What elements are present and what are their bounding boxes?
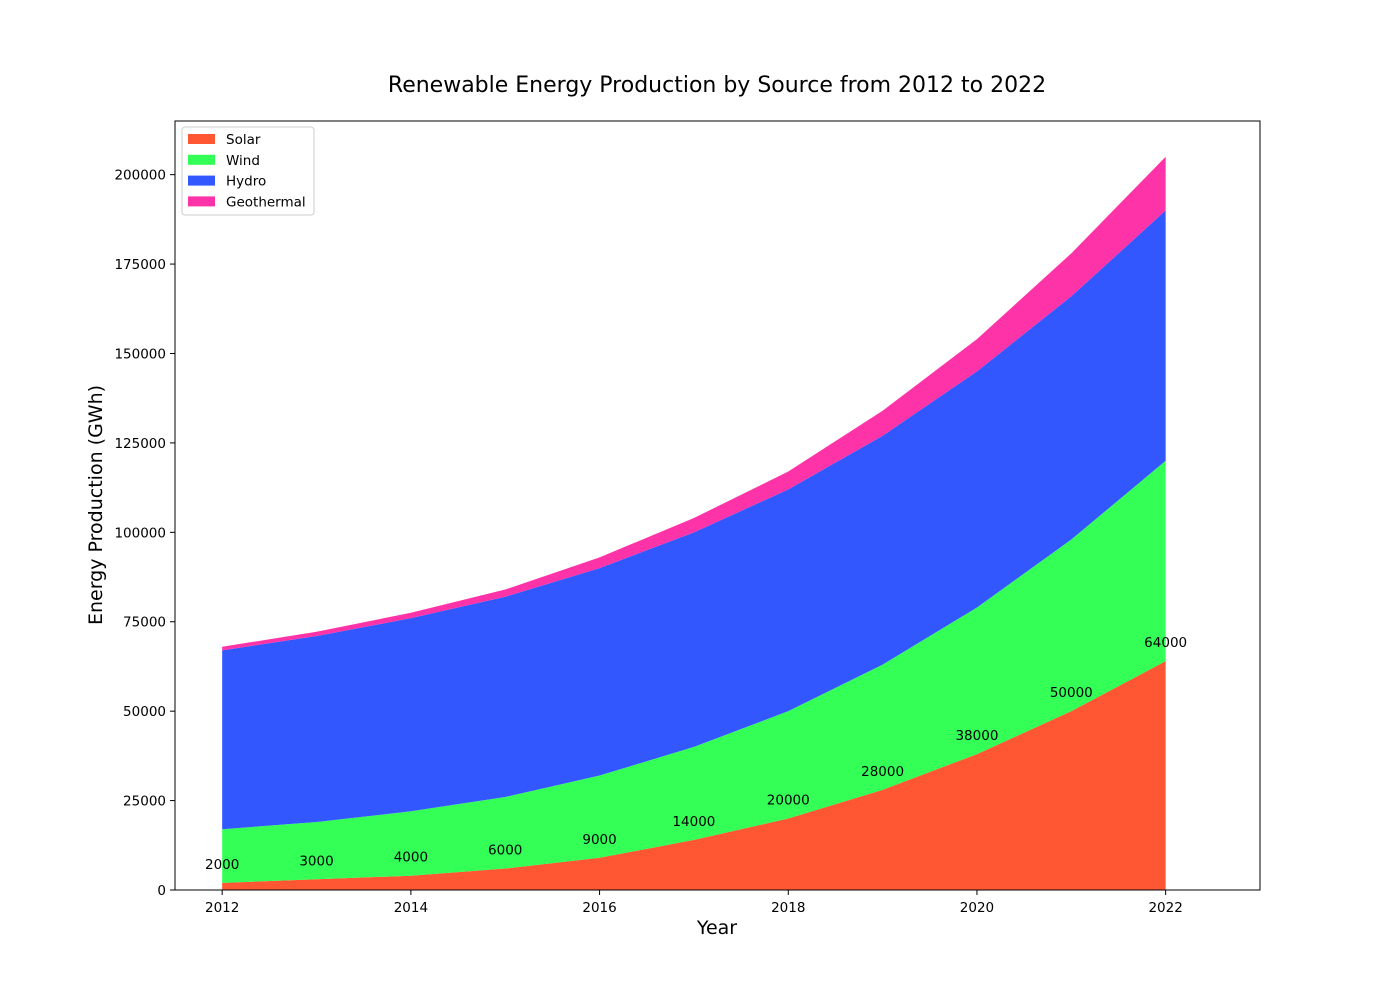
x-axis-label: Year bbox=[696, 917, 737, 939]
plot-frame bbox=[174, 120, 1261, 891]
data-label: 64000 bbox=[1144, 635, 1187, 651]
legend-frame bbox=[181, 126, 315, 216]
x-tick-label: 2018 bbox=[771, 900, 805, 916]
x-axis: 2012 2014 2016 2018 2020 2022 bbox=[205, 890, 1183, 916]
data-label: 50000 bbox=[1050, 685, 1093, 701]
y-tick-label: 25000 bbox=[123, 794, 166, 810]
y-axis-label: Energy Production (GWh) bbox=[85, 385, 107, 625]
legend-swatch-solar bbox=[188, 134, 215, 144]
area-wind bbox=[222, 460, 1166, 883]
data-label: 9000 bbox=[582, 832, 616, 848]
y-tick-label: 100000 bbox=[114, 525, 166, 541]
area-hydro bbox=[222, 210, 1166, 830]
legend-label-wind: Wind bbox=[226, 153, 260, 169]
chart-title: Renewable Energy Production by Source fr… bbox=[388, 73, 1046, 98]
y-tick-label: 75000 bbox=[123, 615, 166, 631]
legend-label-solar: Solar bbox=[226, 132, 261, 148]
legend-swatch-hydro bbox=[188, 175, 215, 186]
x-tick-label: 2020 bbox=[960, 900, 994, 916]
data-label: 28000 bbox=[861, 764, 904, 780]
legend: Solar Wind Hydro Geothermal bbox=[181, 126, 315, 216]
data-label: 38000 bbox=[955, 728, 998, 744]
y-tick-label: 200000 bbox=[114, 168, 166, 184]
legend-label-hydro: Hydro bbox=[226, 174, 266, 190]
area-layers bbox=[222, 156, 1166, 890]
data-labels: 2000 3000 4000 6000 9000 14000 20000 28000 38000… bbox=[205, 635, 1187, 873]
data-label: 2000 bbox=[205, 857, 239, 873]
legend-swatch-geothermal bbox=[188, 196, 215, 207]
y-tick-label: 125000 bbox=[114, 436, 166, 452]
area-solar bbox=[222, 661, 1166, 890]
y-tick-label: 175000 bbox=[114, 257, 166, 273]
data-label: 14000 bbox=[672, 814, 715, 830]
x-tick-label: 2012 bbox=[205, 900, 239, 916]
data-label: 4000 bbox=[394, 850, 428, 866]
y-tick-label: 50000 bbox=[123, 704, 166, 720]
y-tick-label: 0 bbox=[157, 883, 166, 899]
x-tick-label: 2014 bbox=[394, 900, 428, 916]
data-label: 20000 bbox=[767, 792, 810, 808]
y-tick-label: 150000 bbox=[114, 346, 166, 362]
legend-swatch-wind bbox=[188, 154, 215, 165]
data-label: 3000 bbox=[299, 853, 333, 869]
x-tick-label: 2022 bbox=[1148, 900, 1182, 916]
legend-label-geothermal: Geothermal bbox=[226, 194, 306, 210]
data-label: 6000 bbox=[488, 843, 522, 859]
x-tick-label: 2016 bbox=[582, 900, 616, 916]
y-axis: 0 25000 50000 75000 100000 125000 150000 175000… bbox=[114, 168, 175, 899]
